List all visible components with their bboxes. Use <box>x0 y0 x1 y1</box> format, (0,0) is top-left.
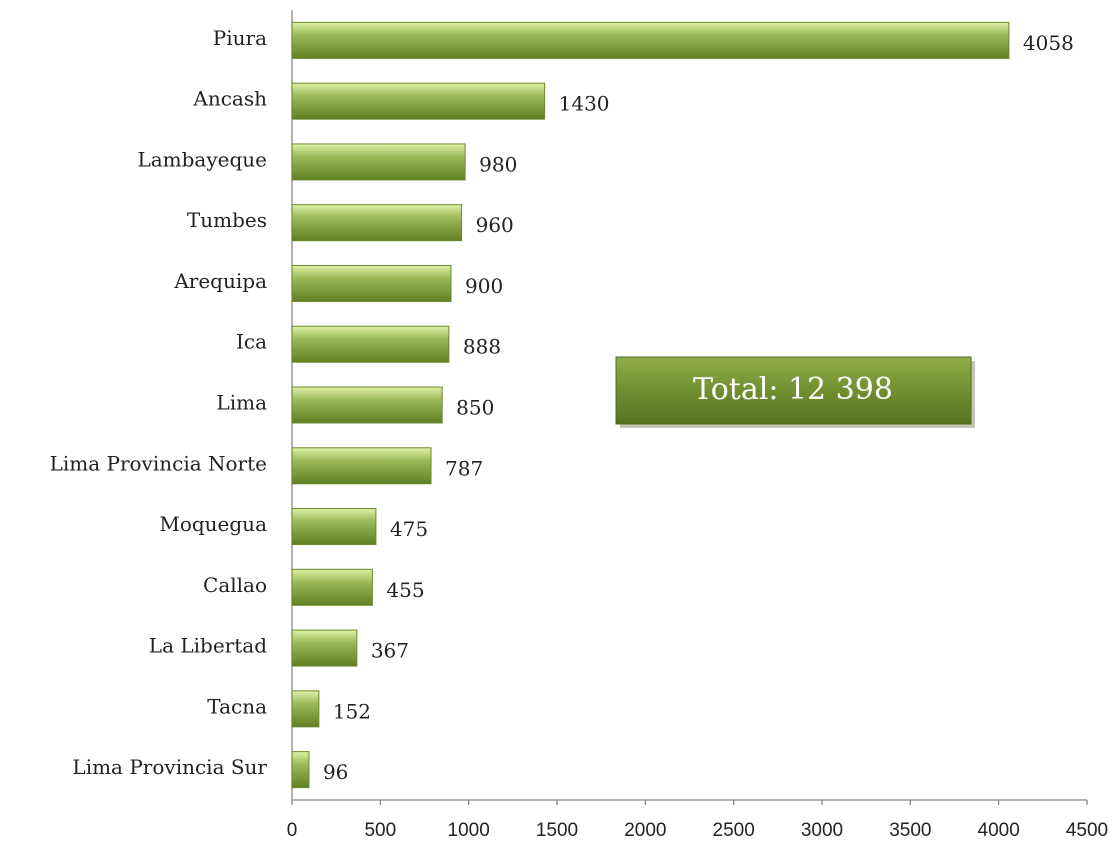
bar <box>291 21 1010 59</box>
x-tick-label: 4000 <box>978 820 1020 841</box>
value-label: 455 <box>386 578 424 602</box>
value-label: 787 <box>445 456 483 480</box>
y-tick-label: Lima Provincia Norte <box>50 451 267 475</box>
y-tick-label: Moquegua <box>159 512 267 536</box>
value-label: 1430 <box>559 92 610 116</box>
value-label: 850 <box>456 396 494 420</box>
x-tick-label: 3000 <box>801 820 843 841</box>
bar <box>291 82 546 120</box>
bar <box>291 568 373 606</box>
value-label: 980 <box>479 152 517 176</box>
x-tick-label: 2500 <box>713 820 755 841</box>
y-tick-label: Ancash <box>192 87 267 111</box>
value-label: 888 <box>463 335 501 359</box>
annotation: Total: 12 398 <box>693 372 893 407</box>
value-label: 960 <box>476 213 514 237</box>
value-label: 152 <box>333 699 371 723</box>
x-tick-label: 1500 <box>536 820 578 841</box>
x-tick-label: 2000 <box>624 820 666 841</box>
x-tick-label: 500 <box>364 820 396 841</box>
value-label: 367 <box>371 639 409 663</box>
x-tick-label: 0 <box>287 820 298 841</box>
bar <box>291 204 463 242</box>
annotation-box: Total: 12 398 <box>615 356 975 428</box>
annotation-background <box>615 356 972 425</box>
bar <box>291 386 443 424</box>
value-label: 4058 <box>1023 31 1074 55</box>
y-tick-label: Ica <box>236 330 267 354</box>
bar <box>291 751 310 789</box>
bar <box>291 143 466 181</box>
y-tick-label: Lima Provincia Sur <box>72 755 267 779</box>
bar <box>291 264 452 302</box>
value-label: 900 <box>465 274 503 298</box>
y-tick-label: Lambayeque <box>137 147 267 171</box>
bar <box>291 508 377 546</box>
bar <box>291 690 320 728</box>
x-tick-label: 1000 <box>448 820 490 841</box>
bar <box>291 447 432 485</box>
bar <box>291 629 358 667</box>
value-label: 475 <box>390 517 428 541</box>
y-tick-label: Callao <box>203 573 267 597</box>
y-tick-label: Piura <box>213 26 267 50</box>
y-tick-label: Tumbes <box>187 208 267 232</box>
x-tick-label: 3500 <box>889 820 931 841</box>
y-tick-label: Arequipa <box>173 269 267 293</box>
bar <box>291 325 450 363</box>
value-label: 96 <box>323 760 348 784</box>
x-tick-label: 4500 <box>1066 820 1108 841</box>
y-tick-label: Lima <box>216 391 267 415</box>
y-tick-label: Tacna <box>207 694 267 718</box>
y-tick-label: La Libertad <box>149 634 267 658</box>
